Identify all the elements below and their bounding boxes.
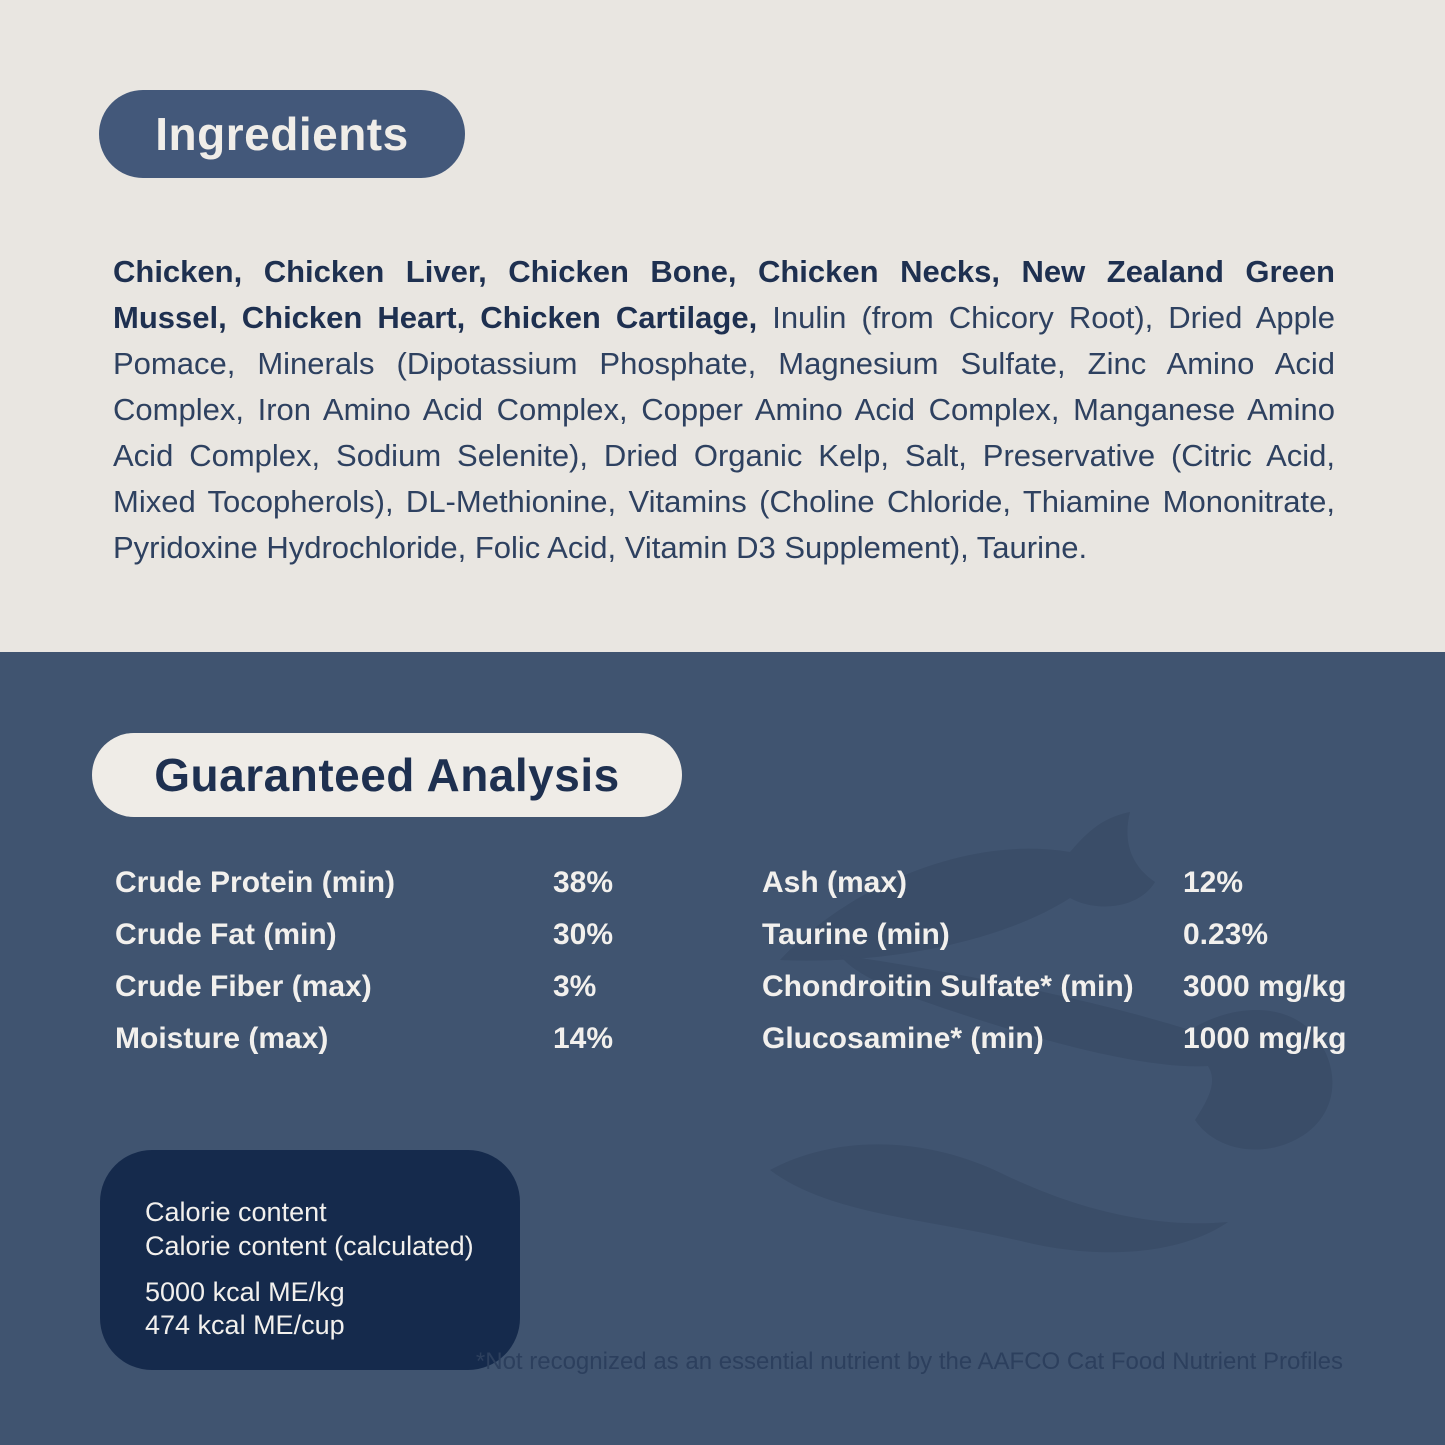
ingredients-section: Ingredients Chicken, Chicken Liver, Chic… xyxy=(0,0,1445,652)
ingredients-secondary-list: Inulin (from Chicory Root), Dried Apple … xyxy=(113,300,1335,565)
analysis-label: Ash (max) xyxy=(762,866,908,899)
analysis-value: 1000 mg/kg xyxy=(1183,1022,1347,1055)
analysis-label: Glucosamine* (min) xyxy=(762,1022,1044,1055)
analysis-label: Crude Fat (min) xyxy=(115,918,337,951)
ingredients-badge-label: Ingredients xyxy=(155,108,409,160)
ingredients-primary-list: Chicken, Chicken Liver, Chicken Bone, Ch… xyxy=(113,254,1335,335)
ingredients-badge: Ingredients xyxy=(99,90,465,178)
analysis-value: 3000 mg/kg xyxy=(1183,970,1347,1003)
analysis-label: Taurine (min) xyxy=(762,918,950,951)
analysis-label: Crude Fiber (max) xyxy=(115,970,372,1003)
analysis-label: Moisture (max) xyxy=(115,1022,329,1055)
calorie-content-card: Calorie content Calorie content (calcula… xyxy=(100,1150,520,1370)
aafco-footnote: *Not recognized as an essential nutrient… xyxy=(475,1348,1343,1375)
calorie-value-per-kg: 5000 kcal ME/kg xyxy=(145,1277,345,1307)
analysis-value: 14% xyxy=(553,1022,614,1055)
analysis-value: 3% xyxy=(553,970,597,1003)
calorie-value-per-cup: 474 kcal ME/cup xyxy=(145,1310,345,1340)
analysis-value: 0.23% xyxy=(1183,918,1269,951)
ingredients-text: Chicken, Chicken Liver, Chicken Bone, Ch… xyxy=(113,249,1335,571)
waves-watermark-icon xyxy=(770,812,1333,1253)
analysis-value: 30% xyxy=(553,918,614,951)
guaranteed-analysis-badge: Guaranteed Analysis xyxy=(92,733,682,817)
analysis-label: Crude Protein (min) xyxy=(115,866,396,899)
calorie-subtitle: Calorie content (calculated) xyxy=(145,1231,474,1261)
analysis-label: Chondroitin Sulfate* (min) xyxy=(762,970,1134,1003)
analysis-table-right: Ash (max) 12% Taurine (min) 0.23% Chondr… xyxy=(762,857,1346,1065)
analysis-table-left: Crude Protein (min) 38% Crude Fat (min) … xyxy=(115,857,613,1065)
analysis-value: 12% xyxy=(1183,866,1244,899)
calorie-title: Calorie content xyxy=(145,1197,327,1227)
guaranteed-analysis-badge-label: Guaranteed Analysis xyxy=(154,749,620,801)
analysis-value: 38% xyxy=(553,866,614,899)
